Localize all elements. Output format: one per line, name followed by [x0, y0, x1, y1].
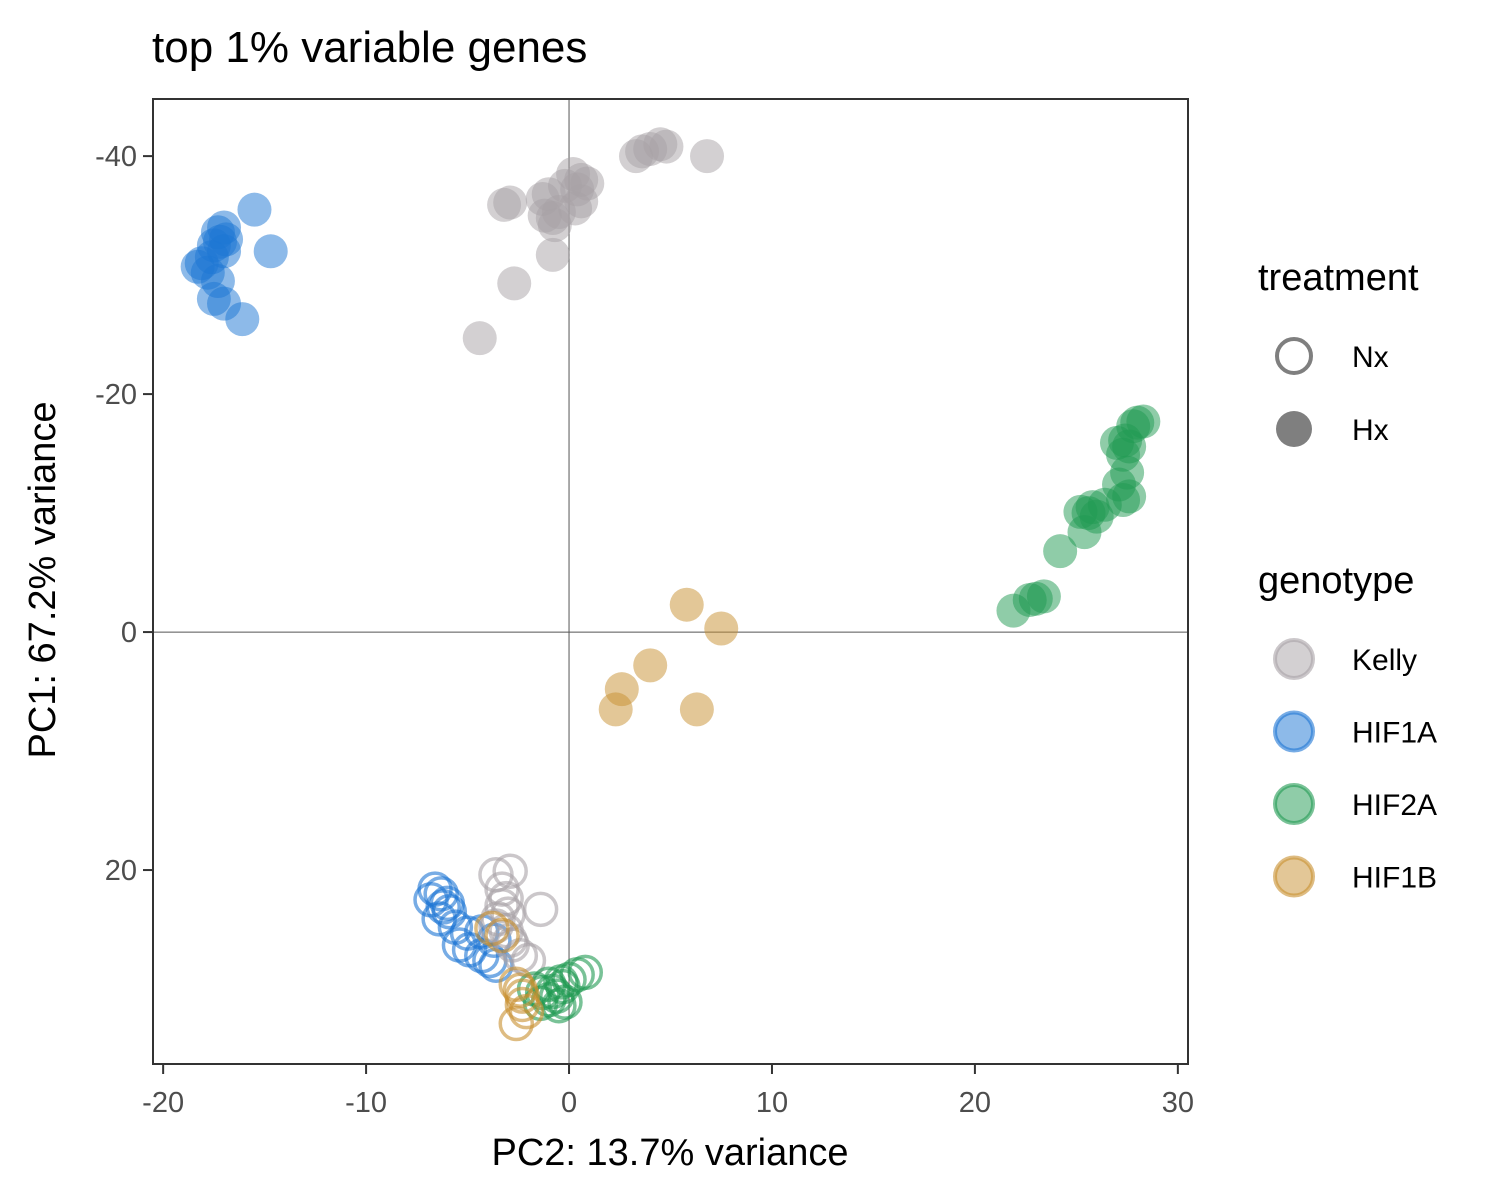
y-tick-label: 0	[121, 617, 137, 649]
x-tick-label: 0	[561, 1087, 577, 1119]
legend-key-hx	[1276, 411, 1312, 447]
data-point	[649, 129, 684, 164]
x-tick-label: 10	[756, 1087, 788, 1119]
data-point	[462, 321, 497, 356]
data-point	[690, 139, 725, 174]
y-tick-label: -40	[95, 141, 137, 173]
data-point	[669, 587, 704, 622]
data-point	[504, 986, 541, 1023]
data-point	[502, 937, 539, 974]
chart-title: top 1% variable genes	[152, 23, 587, 72]
data-point	[1067, 515, 1102, 550]
series-hif1a-hx	[180, 192, 288, 337]
series-hif1b-hx	[598, 587, 739, 727]
data-point	[527, 198, 562, 233]
series-hif2a-hx	[996, 404, 1161, 628]
data-point	[1043, 534, 1078, 569]
data-point	[598, 692, 633, 727]
legend-key-hif2a	[1273, 783, 1315, 825]
x-tick-label: 20	[959, 1087, 991, 1119]
data-point	[202, 224, 237, 259]
x-axis-title: PC2: 13.7% variance	[492, 1132, 849, 1174]
data-point	[502, 972, 539, 1008]
legend-key-hif1a	[1273, 710, 1315, 753]
data-point	[497, 266, 532, 301]
data-point	[487, 187, 522, 222]
legend-label-hx: Hx	[1352, 414, 1389, 447]
legend-label-nx: Nx	[1352, 341, 1389, 374]
data-point	[429, 885, 466, 922]
data-point	[492, 853, 528, 889]
legend-label-hif1a: HIF1A	[1352, 717, 1437, 750]
series-kelly-hx	[462, 127, 725, 356]
data-point	[633, 648, 668, 683]
series-hif1a-nx	[413, 871, 514, 983]
data-point	[508, 993, 545, 1030]
legend-key-hif1b	[1273, 855, 1315, 898]
legend-key-nx	[1275, 337, 1313, 375]
legend-genotype-title: genotype	[1258, 560, 1414, 602]
legend-key-kelly	[1273, 638, 1315, 680]
data-point	[704, 611, 739, 646]
data-point	[484, 917, 520, 954]
y-tick-label: 20	[105, 855, 137, 887]
data-point	[484, 887, 520, 924]
legend-label-hif1b: HIF1B	[1352, 862, 1437, 895]
data-point	[547, 984, 583, 1020]
legend-treatment-title: treatment	[1258, 257, 1419, 299]
x-tick-label: 30	[1162, 1087, 1194, 1119]
x-tick-label: -10	[345, 1087, 387, 1119]
y-tick-label: -20	[95, 379, 137, 411]
legend-genotype: genotype Kelly HIF1A HIF2A HIF1B	[1258, 560, 1437, 898]
data-point	[679, 692, 714, 727]
plot-border	[152, 98, 1189, 1065]
x-tick-label: -20	[142, 1087, 184, 1119]
data-point	[535, 237, 570, 272]
plot-panel	[153, 99, 1188, 1064]
series-hif1b-nx	[474, 910, 545, 1042]
data-point	[996, 593, 1031, 628]
legend-treatment: treatment Nx Hx	[1258, 257, 1419, 447]
legend-label-hif2a: HIF2A	[1352, 789, 1437, 822]
data-point	[498, 1005, 535, 1042]
data-point	[237, 192, 272, 227]
legend-label-kelly: Kelly	[1352, 644, 1417, 677]
y-axis-title: PC1: 67.2% variance	[22, 402, 64, 759]
data-point	[474, 910, 510, 947]
data-point	[225, 302, 260, 337]
data-point	[253, 234, 288, 269]
